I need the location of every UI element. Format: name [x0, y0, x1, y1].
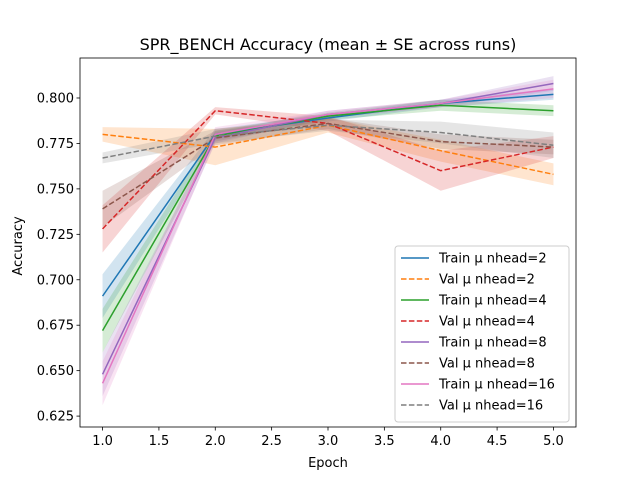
series-line-0 — [101, 93, 554, 297]
y-tick-label: 0.675 — [37, 319, 74, 334]
legend-entry-3: Val μ nhead=4 — [439, 315, 535, 330]
legend-box — [394, 245, 570, 423]
legend-entry-0: Train μ nhead=2 — [438, 252, 547, 267]
x-tick-label: 2.5 — [261, 434, 282, 449]
y-tick-label: 0.650 — [37, 364, 74, 379]
x-axis-label: Epoch — [308, 456, 348, 471]
x-tick-label: 3.0 — [318, 434, 339, 449]
legend-entry-1: Val μ nhead=2 — [439, 273, 535, 288]
se-band-3 — [102, 107, 554, 253]
x-tick-label: 4.0 — [430, 434, 451, 449]
y-tick-label: 0.625 — [37, 410, 74, 425]
chart-title: SPR_BENCH Accuracy (mean ± SE across run… — [140, 35, 517, 55]
legend-entry-5: Val μ nhead=8 — [439, 357, 535, 372]
x-tick-label: 5.0 — [543, 434, 564, 449]
y-tick-label: 0.800 — [37, 91, 74, 106]
series-line-2 — [101, 104, 554, 332]
x-tick-label: 2.0 — [205, 434, 226, 449]
x-tick-label: 3.5 — [374, 434, 395, 449]
y-axis-label: Accuracy — [11, 216, 26, 276]
legend: Train μ nhead=2 Val μ nhead=2 Train μ nhea… — [394, 245, 570, 423]
legend-entry-7: Val μ nhead=16 — [439, 399, 543, 414]
se-band-7 — [102, 119, 554, 164]
series-line-5 — [102, 122, 554, 210]
legend-entry-2: Train μ nhead=4 — [438, 294, 547, 309]
y-tick-label: 0.750 — [37, 182, 74, 197]
x-tick-label: 1.5 — [149, 434, 170, 449]
x-tick-label: 1.0 — [92, 434, 113, 449]
y-tick-label: 0.700 — [37, 273, 74, 288]
y-tick-label: 0.775 — [37, 137, 74, 152]
se-band-5 — [102, 117, 554, 228]
legend-entry-6: Train μ nhead=16 — [438, 378, 555, 393]
y-tick-label: 0.725 — [37, 228, 74, 243]
x-tick-label: 4.5 — [487, 434, 508, 449]
plot-area: 1.0 1.5 2.0 2.5 3.0 3.5 4.0 4.5 5.0 0.625 0.650 0.6… — [37, 57, 577, 449]
legend-entry-4: Train μ nhead=8 — [438, 336, 547, 351]
series-line-6 — [101, 88, 554, 384]
series-line-7 — [102, 124, 554, 159]
series-line-1 — [102, 124, 554, 176]
